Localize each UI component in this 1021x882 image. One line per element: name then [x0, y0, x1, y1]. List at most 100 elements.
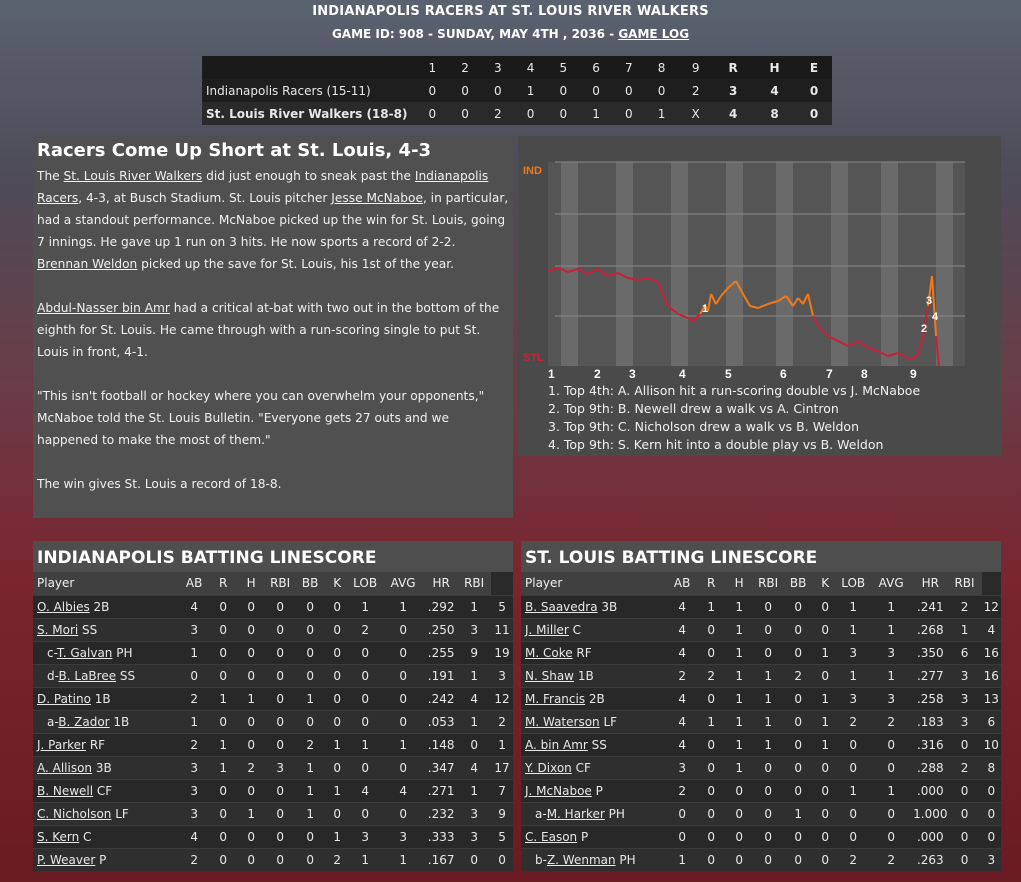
- stat-cell: 3: [947, 709, 982, 733]
- game-log-link[interactable]: GAME LOG: [618, 27, 690, 41]
- player-link[interactable]: C. Nicholson: [37, 806, 112, 821]
- player-link-mcnaboe[interactable]: Jesse McNaboe: [331, 191, 423, 205]
- player-link[interactable]: M. Coke: [525, 645, 573, 660]
- batting-col-header[interactable]: AB: [667, 572, 698, 595]
- player-link[interactable]: J. McNaboe: [525, 783, 592, 798]
- table-row: a-M. Harker PH 0 0 0 0 1 0 0 0 1.000 0 0: [521, 801, 1001, 825]
- player-link[interactable]: O. Albies: [37, 599, 90, 614]
- batting-col-header[interactable]: AVG: [869, 572, 914, 595]
- batting-col-header[interactable]: Player: [33, 572, 180, 595]
- wp-line-segment: [807, 293, 814, 317]
- stat-cell: 0: [457, 847, 492, 871]
- stat-cell: 0: [209, 778, 238, 802]
- player-link[interactable]: D. Patino: [37, 691, 91, 706]
- team-link-ind[interactable]: Indianapolis Racers: [37, 169, 489, 205]
- linescore-col-header: R: [713, 56, 753, 79]
- batting-col-header[interactable]: K: [325, 572, 350, 595]
- player-link[interactable]: S. Kern: [37, 829, 80, 844]
- event-marker[interactable]: 4: [932, 311, 939, 323]
- batting-col-header[interactable]: H: [237, 572, 266, 595]
- player-link[interactable]: M. Waterson: [525, 714, 600, 729]
- player-link[interactable]: Z. Wenman: [546, 852, 616, 867]
- linescore-inning: 2: [481, 102, 515, 125]
- stat-cell: 0: [381, 640, 426, 664]
- stat-cell: 4: [667, 640, 698, 664]
- player-link[interactable]: N. Shaw: [525, 668, 574, 683]
- stat-cell: 4: [457, 686, 492, 710]
- player-link[interactable]: M. Harker: [546, 806, 605, 821]
- player-cell: C. Nicholson LF: [33, 801, 180, 825]
- event-note: 2. Top 9th: B. Newell drew a walk vs A. …: [548, 401, 839, 416]
- sub-prefix: a-: [535, 806, 547, 821]
- batting-col-header[interactable]: RBI: [753, 572, 784, 595]
- batting-col-header[interactable]: LOB: [837, 572, 870, 595]
- player-link[interactable]: J. Parker: [37, 737, 86, 752]
- stat-cell: .232: [425, 801, 458, 825]
- event-marker[interactable]: 2: [921, 323, 927, 335]
- table-row: B. Newell CF 3 0 0 0 1 1 4 4.271 1 7: [33, 778, 513, 802]
- stat-cell: 1: [725, 686, 754, 710]
- team-link-stl[interactable]: St. Louis River Walkers: [63, 169, 203, 183]
- stat-cell: 0: [981, 824, 1001, 848]
- player-link[interactable]: C. Eason: [525, 829, 578, 844]
- player-link[interactable]: A. bin Amr: [525, 737, 588, 752]
- batting-col-header[interactable]: R: [209, 572, 238, 595]
- wp-line-segment: [567, 268, 579, 273]
- stl-batting-table: Player AB R H RBI BB K LOB AVG HR RBI B. Saavedra 3…: [521, 572, 1001, 871]
- stat-cell: 3: [837, 686, 870, 710]
- player-cell: a-B. Zador 1B: [33, 709, 180, 733]
- stat-cell: 0: [697, 732, 726, 756]
- stat-cell: .167: [425, 847, 458, 871]
- player-link-weldon[interactable]: Brennan Weldon: [37, 257, 138, 271]
- batting-col-header[interactable]: Player: [521, 572, 668, 595]
- batting-col-header[interactable]: BB: [783, 572, 814, 595]
- batting-col-header[interactable]: BB: [295, 572, 326, 595]
- player-cell: M. Waterson LF: [521, 709, 668, 733]
- event-marker[interactable]: 1: [702, 303, 708, 315]
- stat-cell: 2: [783, 663, 814, 687]
- player-link[interactable]: M. Francis: [525, 691, 586, 706]
- player-link[interactable]: S. Mori: [37, 622, 79, 637]
- table-row: N. Shaw 1B 2 2 1 1 2 0 1 1.277 3 16: [521, 663, 1001, 687]
- wp-line-segment: [802, 293, 809, 305]
- wp-line-segment: [837, 340, 849, 347]
- stat-cell: 0: [783, 617, 814, 641]
- stat-cell: .255: [425, 640, 458, 664]
- player-link[interactable]: B. LaBree: [58, 668, 117, 683]
- batting-col-header[interactable]: HR: [913, 572, 948, 595]
- player-link[interactable]: A. Allison: [37, 760, 93, 775]
- batting-col-header[interactable]: LOB: [349, 572, 382, 595]
- wp-line-segment: [767, 300, 779, 305]
- stat-cell: 1: [457, 663, 492, 687]
- batting-col-header[interactable]: RBI: [457, 572, 492, 595]
- stat-cell: 10: [981, 732, 1001, 756]
- event-marker[interactable]: 3: [926, 295, 932, 307]
- stat-cell: 0: [295, 847, 326, 871]
- player-link[interactable]: B. Saavedra: [525, 599, 598, 614]
- linescore-inning: 0: [579, 79, 613, 102]
- stat-cell: 3: [179, 617, 210, 641]
- player-link[interactable]: T. Galvan: [56, 645, 113, 660]
- batting-col-header[interactable]: RBI: [265, 572, 296, 595]
- inning-label: 1: [548, 367, 555, 381]
- batting-col-header[interactable]: RBI: [947, 572, 982, 595]
- linescore-col-header: E: [796, 56, 832, 79]
- stat-cell: 0: [725, 778, 754, 802]
- player-link[interactable]: P. Weaver: [37, 852, 96, 867]
- batting-col-header[interactable]: K: [813, 572, 838, 595]
- batting-col-header[interactable]: HR: [425, 572, 458, 595]
- player-link[interactable]: B. Newell: [37, 783, 94, 798]
- player-cell: A. Allison 3B: [33, 755, 180, 779]
- batting-col-header[interactable]: H: [725, 572, 754, 595]
- player-link[interactable]: Y. Dixon: [525, 760, 572, 775]
- batting-col-header[interactable]: AB: [179, 572, 210, 595]
- player-link[interactable]: B. Zador: [58, 714, 110, 729]
- stat-cell: 9: [457, 640, 492, 664]
- inning-label: 9: [910, 367, 917, 381]
- story-text: , in particular, had a standout performa…: [37, 191, 509, 249]
- batting-col-header[interactable]: AVG: [381, 572, 426, 595]
- batting-col-header[interactable]: R: [697, 572, 726, 595]
- player-link[interactable]: J. Miller: [525, 622, 569, 637]
- stat-cell: 0: [237, 663, 266, 687]
- player-link-bin-amr[interactable]: Abdul-Nasser bin Amr: [37, 301, 170, 315]
